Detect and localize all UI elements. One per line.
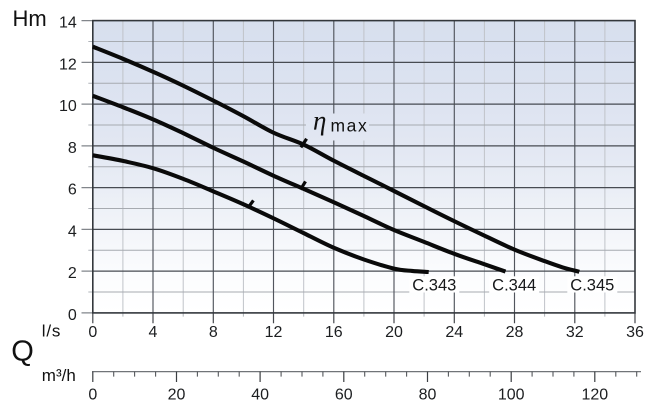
svg-text:C.343: C.343 bbox=[412, 276, 456, 294]
svg-text:max: max bbox=[331, 116, 369, 136]
svg-text:Q: Q bbox=[11, 336, 34, 368]
svg-text:14: 14 bbox=[59, 15, 77, 32]
svg-text:10: 10 bbox=[59, 98, 77, 115]
svg-text:28: 28 bbox=[506, 324, 524, 341]
svg-text:100: 100 bbox=[498, 387, 525, 404]
svg-text:16: 16 bbox=[325, 324, 343, 341]
svg-text:20: 20 bbox=[385, 324, 403, 341]
svg-text:Hm: Hm bbox=[13, 6, 47, 31]
svg-text:12: 12 bbox=[59, 56, 77, 73]
svg-text:l/s: l/s bbox=[42, 321, 61, 340]
svg-text:4: 4 bbox=[149, 324, 158, 341]
svg-text:4: 4 bbox=[68, 223, 77, 240]
svg-text:0: 0 bbox=[88, 387, 97, 404]
svg-text:η: η bbox=[313, 106, 326, 136]
svg-text:32: 32 bbox=[566, 324, 584, 341]
svg-text:6: 6 bbox=[68, 182, 77, 199]
svg-text:0: 0 bbox=[68, 307, 77, 324]
svg-text:C.344: C.344 bbox=[492, 276, 536, 294]
svg-text:2: 2 bbox=[68, 265, 77, 282]
svg-text:8: 8 bbox=[68, 140, 77, 157]
svg-text:C.345: C.345 bbox=[570, 276, 614, 294]
svg-text:8: 8 bbox=[209, 324, 218, 341]
svg-text:60: 60 bbox=[335, 387, 353, 404]
svg-text:12: 12 bbox=[265, 324, 283, 341]
svg-text:36: 36 bbox=[626, 324, 644, 341]
svg-text:40: 40 bbox=[251, 387, 269, 404]
svg-text:20: 20 bbox=[168, 387, 186, 404]
svg-text:m³/h: m³/h bbox=[42, 366, 76, 385]
svg-text:120: 120 bbox=[581, 387, 608, 404]
svg-text:24: 24 bbox=[445, 324, 463, 341]
svg-text:80: 80 bbox=[419, 387, 437, 404]
svg-text:0: 0 bbox=[88, 324, 97, 341]
